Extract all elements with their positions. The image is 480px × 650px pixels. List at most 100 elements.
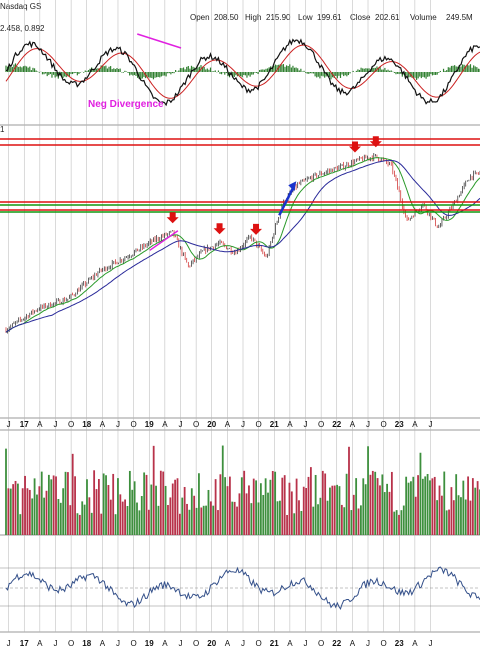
- volume-bar: [281, 477, 284, 535]
- volume-bar: [50, 479, 53, 535]
- volume-bar: [419, 452, 422, 535]
- volume-bar: [329, 487, 331, 535]
- x-tick-label: A: [225, 420, 231, 429]
- volume-bar: [345, 473, 348, 535]
- volume-bar: [252, 478, 255, 535]
- volume-bar: [107, 485, 110, 535]
- x-tick-label: J: [53, 639, 57, 648]
- volume-bar: [131, 489, 134, 535]
- volume-bar: [300, 510, 303, 535]
- volume-bar: [364, 484, 367, 535]
- price-panel: [0, 136, 480, 334]
- volume-bar: [124, 499, 126, 535]
- volume-bar: [121, 501, 124, 535]
- resistance-arrow-icon: [166, 212, 179, 224]
- volume-bar: [74, 476, 76, 535]
- uptrend-arrow-icon: [278, 186, 295, 216]
- open-value: 208.50: [214, 13, 239, 22]
- volume-bar: [214, 479, 217, 535]
- uptrend-arrow-icon: [288, 181, 297, 192]
- volume-bar: [264, 478, 267, 535]
- volume-bar: [407, 482, 410, 535]
- x-tick-label: 19: [145, 420, 154, 429]
- x-tick-label: 19: [145, 639, 154, 648]
- x-tick-label: J: [304, 420, 308, 429]
- volume-bar: [421, 478, 424, 535]
- volume-bar: [105, 475, 107, 535]
- volume-bar: [12, 484, 15, 535]
- volume-bar: [143, 472, 146, 535]
- volume-bar: [193, 495, 196, 535]
- volume-bar: [102, 473, 105, 535]
- volume-bar: [157, 505, 160, 535]
- volume-bar: [219, 474, 222, 535]
- volume-bar: [88, 497, 91, 535]
- x-tick-label: A: [100, 420, 106, 429]
- volume-bar: [369, 474, 372, 535]
- x-tick-label: 23: [395, 420, 404, 429]
- x-tick-label: J: [7, 639, 11, 648]
- x-tick-label: O: [130, 420, 136, 429]
- volume-bar: [28, 489, 31, 535]
- volume-bar: [17, 483, 19, 535]
- volume-bar: [162, 471, 165, 535]
- volume-bar: [205, 505, 207, 535]
- volume-bar: [231, 501, 234, 535]
- x-tick-label: J: [366, 420, 370, 429]
- volume-bar: [307, 476, 310, 535]
- volume-bar: [69, 505, 72, 535]
- volume-bar: [467, 476, 469, 535]
- macd-line: [5, 38, 480, 107]
- volume-bar: [248, 485, 250, 535]
- volume-bar: [238, 493, 241, 535]
- volume-bar: [167, 505, 169, 535]
- oscillator-line: [5, 566, 480, 611]
- x-tick-label: 18: [82, 639, 91, 648]
- volume-bar: [7, 488, 10, 535]
- volume-bar: [97, 479, 100, 535]
- volume-bar: [176, 478, 179, 535]
- volume-bar: [207, 489, 210, 535]
- volume-bar: [245, 493, 248, 535]
- volume-bar: [36, 494, 38, 535]
- x-tick-label: 17: [20, 639, 29, 648]
- x-tick-label: A: [162, 420, 168, 429]
- volume-bar: [429, 480, 431, 535]
- volume-bar: [164, 485, 167, 535]
- vertical-gridlines: [8, 0, 431, 632]
- x-tick-label: O: [130, 639, 136, 648]
- volume-bar: [19, 514, 22, 535]
- volume-bar: [202, 505, 205, 535]
- volume-bar: [274, 471, 277, 535]
- volume-bar: [186, 503, 188, 535]
- volume-bar: [431, 478, 434, 535]
- volume-panel: [5, 445, 480, 535]
- x-tick-label: 21: [270, 639, 279, 648]
- volume-bar: [362, 478, 365, 535]
- volume-bar: [148, 509, 150, 535]
- volume-bar: [171, 483, 174, 535]
- volume-bar: [340, 504, 343, 535]
- volume-bar: [128, 470, 131, 535]
- volume-bar: [383, 492, 386, 535]
- x-tick-label: 17: [20, 420, 29, 429]
- x-tick-label: O: [68, 639, 74, 648]
- x-axis-ticks: J J 17 17 A A J J O O 18 18 A A J J O O 19 19 A A J J O O 20 20 A A J J…: [7, 420, 433, 648]
- volume-bar: [326, 500, 329, 535]
- volume-bar: [126, 506, 129, 535]
- volume-bar: [31, 498, 34, 535]
- volume-bar: [57, 499, 60, 535]
- volume-bar: [195, 507, 198, 535]
- volume-bar: [355, 478, 358, 535]
- volume-bar: [78, 514, 81, 535]
- volume-bar: [393, 511, 396, 535]
- volume-bar: [228, 476, 231, 535]
- volume-bar: [352, 494, 355, 535]
- x-tick-label: 22: [332, 639, 341, 648]
- x-tick-label: O: [68, 420, 74, 429]
- volume-bar: [81, 501, 84, 535]
- volume-bar: [457, 495, 460, 535]
- resistance-arrow-icon: [250, 223, 263, 235]
- x-tick-label: 20: [207, 420, 216, 429]
- volume-bar: [331, 485, 334, 535]
